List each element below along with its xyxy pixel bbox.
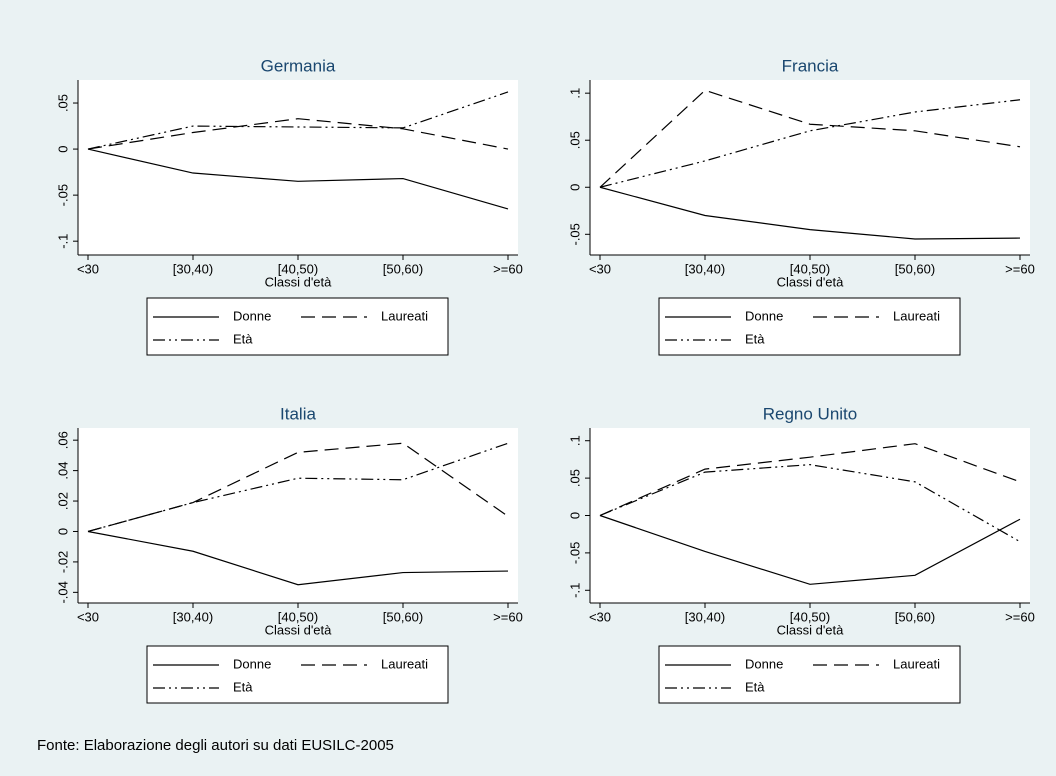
legend-box xyxy=(146,645,449,704)
x-tick-label: [40,50) xyxy=(790,609,830,624)
legend-label: Età xyxy=(233,679,253,694)
y-tick-label: -.05 xyxy=(567,542,582,564)
legend-label: Età xyxy=(745,679,765,694)
x-tick-label: [40,50) xyxy=(278,609,318,624)
x-tick-label: >=60 xyxy=(493,609,523,624)
x-tick-label: <30 xyxy=(77,609,99,624)
y-tick-label: -.1 xyxy=(55,234,70,249)
y-tick-label: .1 xyxy=(567,435,582,446)
x-axis-label: Classi d'età xyxy=(777,274,845,289)
x-tick-label: [30,40) xyxy=(173,609,213,624)
x-tick-label: [40,50) xyxy=(790,261,830,276)
x-tick-label: <30 xyxy=(589,261,611,276)
series-line xyxy=(87,530,509,586)
x-tick-label: <30 xyxy=(77,261,99,276)
series-line xyxy=(87,118,509,150)
legend-label: Laureati xyxy=(893,308,940,323)
series-line xyxy=(87,442,509,533)
y-tick-label: .06 xyxy=(55,431,70,449)
series-line xyxy=(599,89,1021,188)
legend-box xyxy=(658,645,961,704)
legend-box xyxy=(146,297,449,356)
legend-label: Donne xyxy=(745,656,783,671)
x-tick-label: [40,50) xyxy=(278,261,318,276)
chart-title: Germania xyxy=(261,56,336,75)
legend-label: Laureati xyxy=(381,656,428,671)
legend-label: Donne xyxy=(745,308,783,323)
series-line xyxy=(599,514,1021,585)
y-tick-label: -.04 xyxy=(55,581,70,603)
y-tick-label: -.1 xyxy=(567,583,582,598)
legend-label: Età xyxy=(233,331,253,346)
x-tick-label: <30 xyxy=(589,609,611,624)
series-line xyxy=(87,148,509,210)
legend-label: Laureati xyxy=(381,308,428,323)
series-line xyxy=(599,99,1021,188)
series-line xyxy=(599,464,1021,543)
y-tick-label: 0 xyxy=(55,528,70,535)
y-tick-label: .02 xyxy=(55,492,70,510)
y-tick-label: -.05 xyxy=(567,223,582,245)
y-tick-label: -.02 xyxy=(55,551,70,573)
x-tick-label: [30,40) xyxy=(685,261,725,276)
y-tick-label: .04 xyxy=(55,462,70,480)
series-line xyxy=(599,443,1021,517)
x-axis-label: Classi d'età xyxy=(265,622,333,637)
y-tick-label: 0 xyxy=(55,145,70,152)
legend-label: Donne xyxy=(233,656,271,671)
legend-label: Laureati xyxy=(893,656,940,671)
plot-area xyxy=(590,428,1030,603)
chart-title: Francia xyxy=(782,56,839,75)
x-tick-label: >=60 xyxy=(493,261,523,276)
x-tick-label: [50,60) xyxy=(383,261,423,276)
plot-area xyxy=(590,80,1030,255)
plot-area xyxy=(78,428,518,603)
y-tick-label: 0 xyxy=(567,184,582,191)
x-tick-label: >=60 xyxy=(1005,609,1035,624)
chart-title: Regno Unito xyxy=(763,404,858,423)
legend-box xyxy=(658,297,961,356)
y-tick-label: .05 xyxy=(567,131,582,149)
y-tick-label: -.05 xyxy=(55,184,70,206)
x-tick-label: [30,40) xyxy=(173,261,213,276)
x-tick-label: [50,60) xyxy=(895,609,935,624)
y-tick-label: .1 xyxy=(567,88,582,99)
x-tick-label: [50,60) xyxy=(895,261,935,276)
legend-label: Donne xyxy=(233,308,271,323)
x-axis-label: Classi d'età xyxy=(265,274,333,289)
source-note: Fonte: Elaborazione degli autori su dati… xyxy=(37,737,394,754)
x-tick-label: [50,60) xyxy=(383,609,423,624)
series-line xyxy=(87,91,509,150)
legend-label: Età xyxy=(745,331,765,346)
plot-area xyxy=(78,80,518,255)
chart-title: Italia xyxy=(280,404,316,423)
series-line xyxy=(599,186,1021,240)
y-tick-label: .05 xyxy=(567,469,582,487)
x-tick-label: >=60 xyxy=(1005,261,1035,276)
y-tick-label: .05 xyxy=(55,94,70,112)
x-axis-label: Classi d'età xyxy=(777,622,845,637)
x-tick-label: [30,40) xyxy=(685,609,725,624)
y-tick-label: 0 xyxy=(567,512,582,519)
